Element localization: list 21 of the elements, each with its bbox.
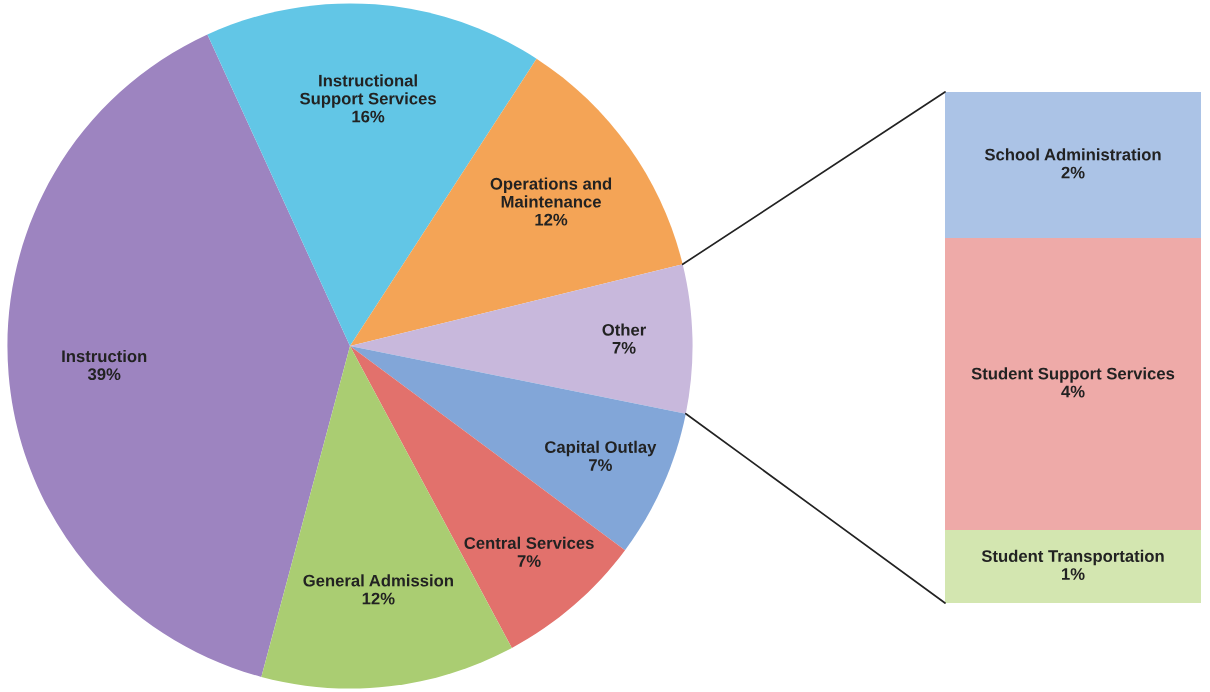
data-label: 4% [1061,385,1085,398]
slice-label: Operations and Maintenance [490,177,612,208]
slice-label: Capital Outlay [545,440,657,457]
data-label: 7% [612,341,636,354]
data-label: 1% [1062,568,1085,580]
series-label: Student Support Services [971,367,1175,383]
series-label: School Administration [984,148,1161,161]
slice-label: General Admission [303,574,453,587]
slice-label: Instruction [62,349,147,363]
data-label: 12% [362,592,395,605]
slice-label: Central Services [464,536,594,549]
data-label: 16% [352,110,385,123]
data-label: 2% [1061,166,1085,179]
slice-label: Other [602,323,646,336]
data-label: 12% [535,213,568,226]
slice-label: Instructional Support Services [300,74,436,108]
data-label: 7% [517,555,541,567]
pie-slice [350,264,693,414]
data-label: 7% [589,459,612,471]
data-label: 39% [87,368,121,381]
series-label: Student Transportation [981,549,1164,566]
